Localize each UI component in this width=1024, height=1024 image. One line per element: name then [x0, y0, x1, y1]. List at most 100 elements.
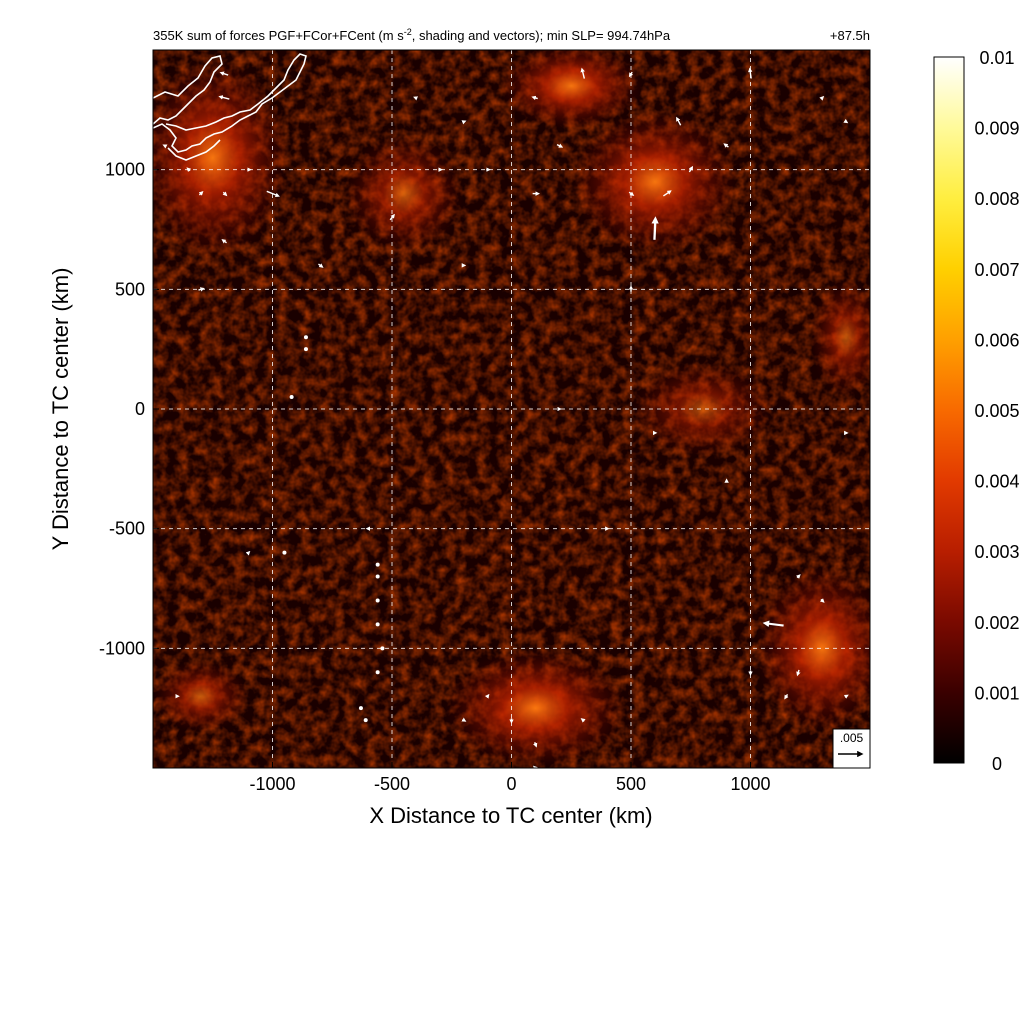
plot-area: .005: [153, 50, 870, 768]
x-axis-label: X Distance to TC center (km): [369, 803, 652, 828]
force-vector-29: [819, 598, 825, 603]
force-vector-40: [532, 765, 538, 768]
x-tick-label-3: 500: [616, 774, 646, 794]
colorbar-tick-label-6: 0.006: [974, 330, 1019, 350]
x-tick-label-4: 1000: [730, 774, 770, 794]
x-axis: -1000 -500 0 500 1000: [249, 762, 771, 794]
annotation-dot-1: [375, 574, 380, 579]
force-vector-7: [219, 71, 229, 76]
y-tick-label-1: -500: [109, 519, 145, 539]
intensity-region-0: [153, 57, 290, 259]
x-tick-label-1: -500: [374, 774, 410, 794]
intensity-region-5: [153, 660, 249, 733]
reference-vector-label: .005: [840, 731, 864, 745]
intensity-region-6: [344, 133, 464, 254]
force-vector-16: [556, 143, 564, 148]
force-vector-8: [389, 213, 395, 221]
force-vector-0: [651, 216, 659, 240]
annotation-dot-5: [375, 670, 380, 675]
colorbar-ticks: 0 0.001 0.002 0.003 0.004 0.005 0.006 0.007 0.00…: [974, 48, 1019, 774]
force-vector-14: [531, 95, 538, 101]
reference-vector-box: .005: [832, 728, 870, 768]
force-vector-36: [533, 741, 538, 748]
colorbar-tick-label-3: 0.003: [974, 542, 1019, 562]
coastline-line-south: [167, 139, 221, 161]
annotation-dot-6: [358, 706, 363, 711]
annotation-dot-8: [303, 335, 308, 340]
colorbar: 0 0.001 0.002 0.003 0.004 0.005 0.006 0.007 0.00…: [933, 48, 1020, 774]
force-vectors: [162, 67, 849, 768]
force-vector-1: [663, 190, 672, 197]
intensity-region-8: [810, 277, 870, 398]
annotation-dot-3: [375, 622, 380, 627]
force-vector-44: [162, 144, 168, 149]
x-tick-label-2: 0: [506, 774, 516, 794]
intensity-region-2: [499, 50, 643, 129]
colorbar-tick-label-1: 0.001: [974, 683, 1019, 703]
force-vector-28: [413, 96, 419, 101]
intensity-region-3: [444, 648, 627, 768]
forecast-hour-label: +87.5h: [830, 28, 870, 43]
force-vector-13: [628, 71, 634, 78]
coastline: [153, 53, 307, 161]
force-vector-34: [843, 694, 849, 699]
colorbar-tick-label-8: 0.008: [974, 189, 1019, 209]
y-axis: -1000 -500 0 500 1000: [99, 160, 159, 658]
force-vector-32: [784, 693, 789, 700]
colorbar-tick-label-9: 0.009: [974, 119, 1019, 139]
force-vector-18: [688, 165, 694, 173]
annotation-dot-7: [363, 718, 368, 723]
colorbar-tick-label-0: 0: [992, 754, 1002, 774]
annotation-dot-10: [289, 395, 294, 400]
annotation-dot-0: [375, 562, 380, 567]
force-vector-19: [628, 191, 635, 197]
force-vector-10: [221, 239, 227, 244]
force-vector-43: [843, 118, 849, 124]
annotation-dot-4: [380, 646, 385, 651]
colorbar-tick-label-2: 0.002: [974, 613, 1019, 633]
force-vector-9: [198, 287, 205, 292]
colorbar-tick-label-10: 0.01: [979, 48, 1014, 68]
coastline-line-islands: [153, 53, 307, 153]
colorbar-tick-label-5: 0.005: [974, 401, 1019, 421]
annotation-dots: [282, 335, 385, 723]
intensity-region-4: [755, 564, 870, 733]
force-vector-17: [723, 143, 729, 148]
y-tick-label-4: 1000: [105, 160, 145, 180]
chart-title: 355K sum of forces PGF+FCor+FCent (m s-2…: [153, 27, 671, 43]
y-tick-label-0: -1000: [99, 638, 145, 658]
colorbar-tick-label-4: 0.004: [974, 472, 1019, 492]
reference-vector-background: [832, 728, 870, 768]
colorbar-tick-label-7: 0.007: [974, 260, 1019, 280]
coastline-line-north: [153, 55, 223, 125]
intensity-region-7: [631, 361, 775, 457]
y-tick-label-3: 500: [115, 279, 145, 299]
force-vector-6: [218, 95, 230, 100]
force-vector-49: [245, 550, 251, 556]
intensity-region-1: [571, 109, 739, 254]
force-vector-30: [795, 574, 801, 579]
force-vector-12: [676, 116, 682, 126]
force-vector-21: [198, 190, 204, 196]
colorbar-scale: [933, 56, 965, 764]
force-vector-4: [580, 67, 586, 79]
force-vector-37: [461, 717, 467, 722]
x-tick-label-0: -1000: [249, 774, 295, 794]
force-vector-38: [580, 718, 586, 723]
force-vector-24: [186, 167, 192, 173]
y-axis-label: Y Distance to TC center (km): [48, 268, 73, 551]
force-vector-42: [819, 95, 825, 101]
force-vector-31: [796, 669, 801, 677]
force-vector-39: [484, 693, 490, 699]
annotation-dot-11: [282, 550, 287, 555]
annotation-dot-9: [303, 347, 308, 352]
force-vector-5: [747, 67, 753, 79]
annotation-dot-2: [375, 598, 380, 603]
force-vector-11: [318, 263, 324, 268]
force-vector-3: [266, 190, 280, 197]
force-vector-27: [461, 120, 467, 125]
y-tick-label-2: 0: [135, 399, 145, 419]
force-vector-22: [222, 191, 228, 197]
force-vector-2: [762, 620, 784, 628]
